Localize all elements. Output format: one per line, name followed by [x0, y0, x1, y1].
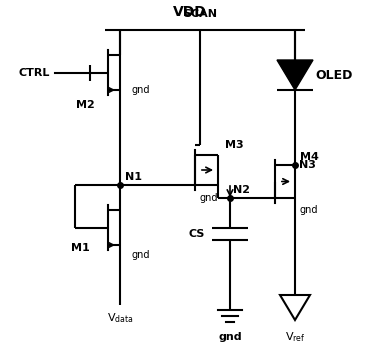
Text: OLED: OLED: [315, 68, 352, 82]
Text: gnd: gnd: [300, 205, 318, 215]
Text: N3: N3: [299, 160, 316, 170]
Text: V$_{\mathsf{data}}$: V$_{\mathsf{data}}$: [107, 311, 133, 325]
Text: gnd: gnd: [218, 332, 242, 342]
Text: SCAN: SCAN: [183, 9, 217, 19]
Text: gnd: gnd: [200, 193, 218, 203]
Text: M1: M1: [70, 243, 89, 253]
Text: M2: M2: [76, 100, 94, 110]
Polygon shape: [277, 60, 313, 90]
Polygon shape: [280, 295, 310, 320]
Text: M4: M4: [300, 152, 319, 162]
Text: gnd: gnd: [132, 250, 151, 260]
Text: N2: N2: [233, 185, 250, 195]
Text: CS: CS: [189, 229, 205, 239]
Text: V$_{\mathsf{ref}}$: V$_{\mathsf{ref}}$: [284, 330, 305, 344]
Text: N1: N1: [125, 172, 142, 182]
Text: gnd: gnd: [132, 85, 151, 95]
Text: VDD: VDD: [173, 5, 207, 19]
Text: M3: M3: [225, 140, 244, 150]
Text: CTRL: CTRL: [18, 68, 50, 77]
